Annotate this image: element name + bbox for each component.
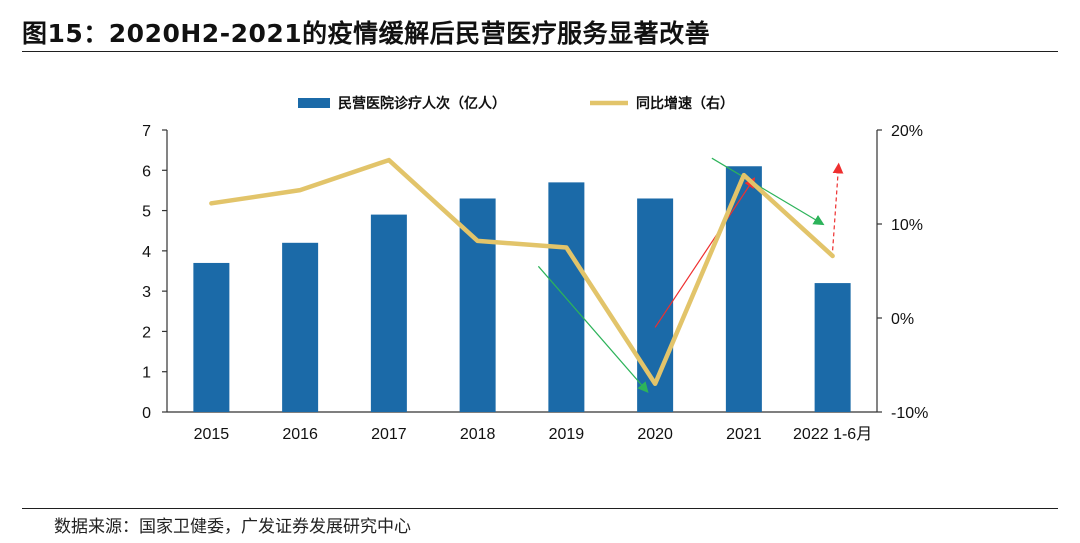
red-arrow	[832, 162, 844, 251]
y-left-tick-label: 2	[142, 324, 151, 341]
bar-series	[193, 166, 851, 412]
y-left-tick-label: 5	[142, 204, 151, 221]
source-rule	[22, 508, 1058, 509]
y-left-tick-label: 7	[142, 123, 151, 140]
legend-bar-swatch	[298, 98, 330, 108]
green-arrow	[711, 157, 825, 226]
x-tick-label: 2020	[637, 426, 673, 443]
title-rule	[22, 51, 1058, 52]
bar	[193, 262, 230, 412]
growth-line	[209, 157, 835, 387]
green-arrow	[537, 265, 649, 393]
source-note: 数据来源：国家卫健委，广发证券发展研究中心	[54, 517, 411, 537]
chart-legend: 民营医院诊疗人次（亿人） 同比增速（右）	[298, 95, 734, 112]
y-left-tick-label: 0	[142, 405, 151, 422]
x-tick-label: 2018	[460, 426, 496, 443]
x-tick-label: 2019	[549, 426, 585, 443]
bar	[637, 198, 674, 412]
chart-axes: 0 1 2 3 4 5 6 7 -10% 0% 10% 20% 2015 2016 2017 2018 2019…	[142, 123, 928, 443]
y-left-tick-label: 1	[142, 365, 151, 382]
line-series	[209, 157, 835, 387]
red-arrow	[654, 177, 756, 328]
y-left-tick-label: 4	[142, 244, 151, 261]
y-left-tick-label: 6	[142, 163, 151, 180]
y-right-tick-label: 10%	[891, 217, 923, 234]
trend-arrows	[537, 157, 844, 393]
bar	[370, 214, 407, 412]
bar	[548, 182, 585, 412]
y-right-tick-label: -10%	[891, 405, 928, 422]
legend-line-label: 同比增速（右）	[636, 95, 734, 112]
x-tick-label: 2015	[194, 426, 230, 443]
x-tick-label: 2022 1-6月	[793, 426, 872, 443]
y-right-tick-label: 0%	[891, 311, 914, 328]
x-tick-label: 2016	[282, 426, 318, 443]
y-left-tick-label: 3	[142, 284, 151, 301]
figure-title: 图15：2020H2-2021的疫情缓解后民营医疗服务显著改善	[22, 19, 711, 48]
legend-bar-label: 民营医院诊疗人次（亿人）	[338, 95, 506, 112]
x-tick-label: 2021	[726, 426, 762, 443]
bar	[459, 198, 496, 412]
bar	[282, 242, 319, 412]
x-tick-label: 2017	[371, 426, 407, 443]
bar	[814, 283, 851, 412]
y-right-tick-label: 20%	[891, 123, 923, 140]
